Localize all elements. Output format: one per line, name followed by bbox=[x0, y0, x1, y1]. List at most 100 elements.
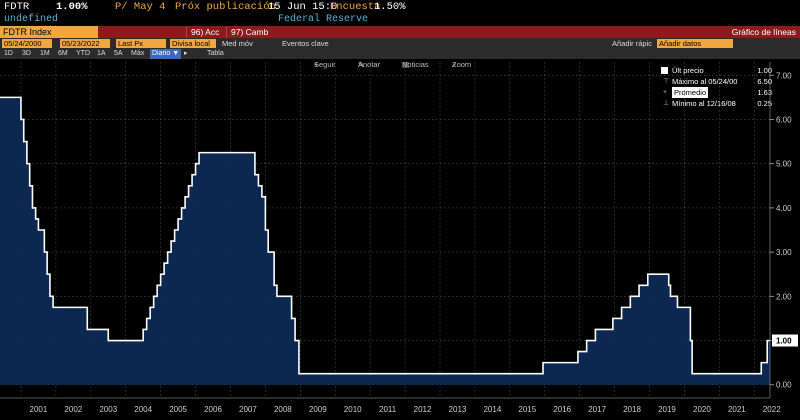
x-tick-label-16: 2017 bbox=[588, 405, 606, 414]
x-tick-label-20: 2021 bbox=[728, 405, 746, 414]
actions-menu[interactable]: 96) Acc bbox=[186, 26, 224, 38]
max-marker-icon: ⊤ bbox=[663, 78, 670, 85]
add-quick-button[interactable]: Añadir rápic bbox=[612, 38, 652, 49]
crosshair-icon: + bbox=[314, 60, 319, 69]
series-line bbox=[0, 96, 770, 375]
annotate-label: Anotar bbox=[358, 60, 381, 69]
y-tick-label-2: 2.00 bbox=[776, 292, 792, 301]
currency-select[interactable]: Divisa local bbox=[170, 39, 216, 48]
x-tick-label-3: 2004 bbox=[134, 405, 152, 414]
next-release-value: 15 Jun 15:0 bbox=[268, 1, 338, 13]
x-tick-label-2: 2003 bbox=[99, 405, 117, 414]
period-max[interactable]: Máx bbox=[131, 50, 145, 57]
end-date-field[interactable]: 05/23/2022 bbox=[60, 39, 110, 48]
period-1d[interactable]: 1D bbox=[4, 50, 13, 57]
period-ytd[interactable]: YTD bbox=[76, 50, 90, 57]
x-tick-label-7: 2008 bbox=[274, 405, 292, 414]
y-tick-label-5: 5.00 bbox=[776, 160, 792, 169]
x-tick-label-5: 2006 bbox=[204, 405, 222, 414]
x-tick-label-9: 2010 bbox=[344, 405, 362, 414]
x-tick-label-12: 2013 bbox=[449, 405, 467, 414]
filter-bar: 05/24/2000 05/23/2022 Last Px Divisa loc… bbox=[0, 38, 800, 49]
zoom-label: Zoom bbox=[452, 60, 472, 69]
pencil-icon: ✎ bbox=[358, 60, 365, 69]
series-area bbox=[0, 97, 770, 385]
period-1m[interactable]: 1M bbox=[40, 50, 50, 57]
moving-average-toggle[interactable]: Med móv bbox=[222, 38, 253, 49]
magnifier-icon: ⌕ bbox=[452, 60, 457, 69]
x-tick-label-21: 2022 bbox=[763, 405, 781, 414]
chart-type-label: Gráfico de líneas bbox=[731, 27, 796, 37]
legend-swatch bbox=[661, 67, 668, 74]
period-5a[interactable]: 5A bbox=[114, 50, 123, 57]
x-tick-label-18: 2019 bbox=[658, 405, 676, 414]
legend-min-value: 0.25 bbox=[757, 99, 772, 108]
x-tick-label-13: 2014 bbox=[483, 405, 501, 414]
med-mov-label: Med móv bbox=[222, 39, 253, 48]
legend-max-label: Máximo al 05/24/00 bbox=[672, 77, 738, 86]
x-tick-label-1: 2002 bbox=[64, 405, 82, 414]
y-tick-label-6: 6.00 bbox=[776, 115, 792, 124]
legend-avg: + Promedio 1.63 bbox=[658, 87, 772, 98]
x-tick-label-0: 2001 bbox=[30, 405, 48, 414]
source-label: Federal Reserve bbox=[278, 14, 369, 25]
sub-header: undefined Federal Reserve bbox=[0, 14, 800, 26]
header-bar: FDTR 1.00% P/ May 4 Próx publicación 15 … bbox=[0, 0, 800, 14]
table-button[interactable]: Tabla bbox=[207, 50, 224, 57]
chevron-right-icon[interactable]: ▸ bbox=[184, 50, 188, 57]
y-tick-label-3: 3.00 bbox=[776, 248, 792, 257]
field-select[interactable]: Last Px bbox=[116, 39, 166, 48]
start-date-field[interactable]: 05/24/2000 bbox=[2, 39, 52, 48]
y-tick-label-7: 7.00 bbox=[776, 71, 792, 80]
x-tick-label-17: 2018 bbox=[623, 405, 641, 414]
news-label: Noticias bbox=[402, 60, 429, 69]
legend-min: ⊥ Mínimo al 12/16/08 0.25 bbox=[658, 98, 772, 109]
x-tick-label-14: 2015 bbox=[518, 405, 536, 414]
last-value-tag: 1.00 bbox=[776, 337, 792, 346]
x-tick-label-19: 2020 bbox=[693, 405, 711, 414]
legend-last: Últ precio 1.00 bbox=[658, 65, 772, 76]
frequency-select[interactable]: Diario ▼ bbox=[150, 49, 182, 59]
legend-min-label: Mínimo al 12/16/08 bbox=[672, 99, 736, 108]
ticker: FDTR bbox=[4, 1, 30, 13]
avg-marker-icon: + bbox=[663, 89, 668, 96]
legend-max: ⊤ Máximo al 05/24/00 6.50 bbox=[658, 76, 772, 87]
x-tick-label-10: 2011 bbox=[379, 405, 397, 414]
x-tick-label-8: 2009 bbox=[309, 405, 327, 414]
x-tick-label-15: 2016 bbox=[553, 405, 571, 414]
period-1a[interactable]: 1A bbox=[97, 50, 106, 57]
period-bar: 1D 3D 1M 6M YTD 1A 5A Máx Diario ▼ ▸ Tab… bbox=[0, 49, 800, 59]
add-data-field[interactable]: Añadir datos bbox=[657, 39, 733, 48]
period-6m[interactable]: 6M bbox=[58, 50, 68, 57]
next-release-label: Próx publicación bbox=[175, 1, 276, 13]
legend-avg-value: 1.63 bbox=[757, 88, 772, 97]
legend-last-label: Últ precio bbox=[672, 65, 704, 76]
eventos-label: Eventos clave bbox=[282, 39, 329, 48]
news-icon: ▤ bbox=[402, 60, 410, 69]
add-quick-label: Añadir rápic bbox=[612, 39, 653, 48]
follow-label: Seguir bbox=[314, 60, 336, 69]
frequency-label: Diario bbox=[152, 50, 171, 57]
legend-last-value: 1.00 bbox=[757, 66, 772, 75]
period-3d[interactable]: 3D bbox=[22, 50, 31, 57]
x-tick-label-4: 2005 bbox=[169, 405, 187, 414]
index-field[interactable]: FDTR Index bbox=[0, 26, 98, 38]
change-menu[interactable]: 97) Camb bbox=[226, 26, 286, 38]
y-tick-label-4: 4.00 bbox=[776, 204, 792, 213]
survey-label: Encuesta bbox=[330, 1, 381, 13]
key-events-toggle[interactable]: Eventos clave bbox=[282, 38, 329, 49]
min-marker-icon: ⊥ bbox=[663, 100, 670, 107]
legend-max-value: 6.50 bbox=[757, 77, 772, 86]
last-value-tag-bg bbox=[772, 334, 798, 347]
title-bar: FDTR Index 96) Acc 97) Camb Gráfico de l… bbox=[0, 26, 800, 38]
chart-legend: Últ precio 1.00 ⊤ Máximo al 05/24/00 6.5… bbox=[658, 65, 772, 109]
x-tick-label-6: 2007 bbox=[239, 405, 257, 414]
legend-avg-label: Promedio bbox=[672, 87, 709, 98]
sub-left-label: undefined bbox=[4, 14, 59, 25]
x-tick-label-11: 2012 bbox=[414, 405, 432, 414]
last-price: 1.00% bbox=[56, 1, 88, 13]
survey-value: 1.50% bbox=[374, 1, 406, 13]
price-date: P/ May 4 bbox=[115, 1, 166, 13]
y-tick-label-0: 0.00 bbox=[776, 381, 792, 390]
